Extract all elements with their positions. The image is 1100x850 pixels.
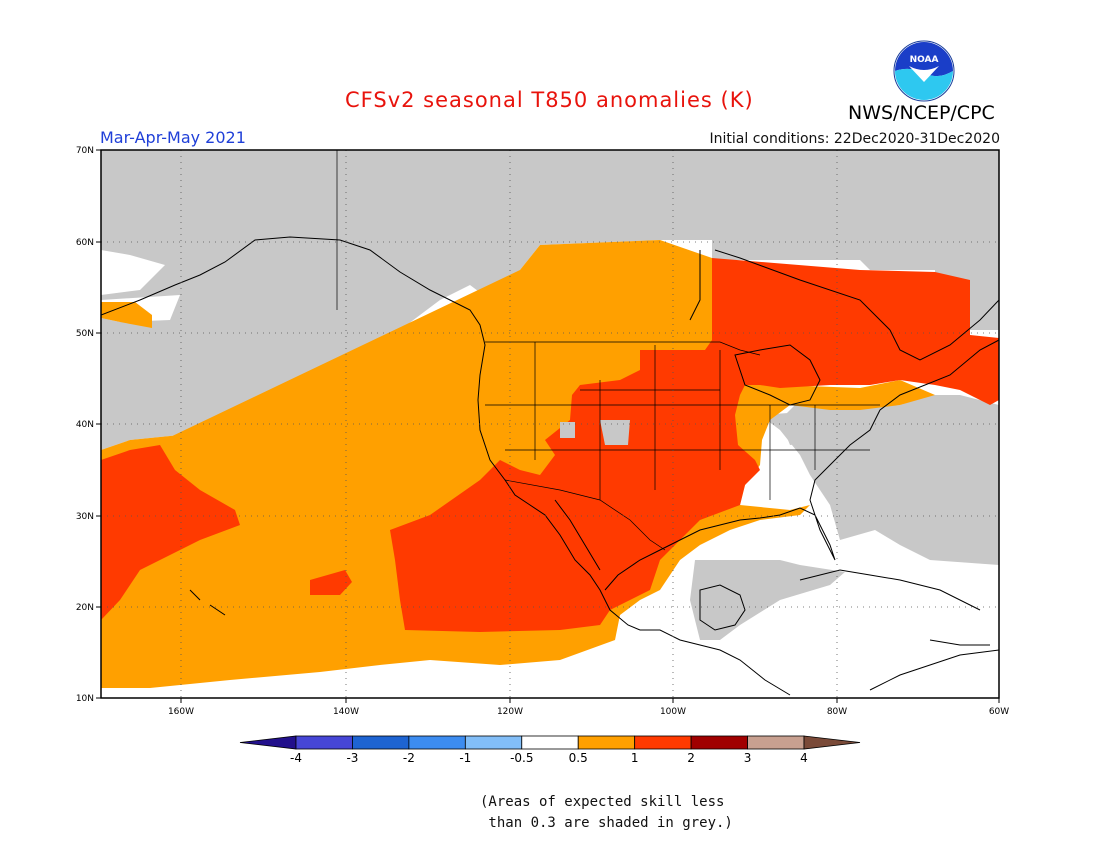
- colorbar-label: -2: [403, 751, 415, 765]
- lat-tick-30n: 30N: [76, 512, 94, 522]
- lat-tick-10n: 10N: [76, 694, 94, 704]
- lon-tick-120w: 120W: [497, 707, 523, 717]
- noaa-logo-icon: NOAA: [893, 40, 955, 102]
- lon-tick-160w: 160W: [168, 707, 194, 717]
- colorbar-label: -4: [290, 751, 302, 765]
- colorbar-swatch: [408, 735, 466, 750]
- noaa-logo-text: NOAA: [910, 55, 939, 65]
- colorbar-label: -1: [459, 751, 471, 765]
- tick-marks: [96, 149, 1000, 703]
- colorbar-swatch: [352, 735, 410, 750]
- lat-tick-50n: 50N: [76, 329, 94, 339]
- boundaries: [336, 150, 880, 551]
- lat-tick-20n: 20N: [76, 603, 94, 613]
- initial-conditions-label: Initial conditions: 22Dec2020-31Dec2020: [709, 131, 1001, 147]
- colorbar-swatch: [464, 735, 523, 750]
- skill-note: (Areas of expected skill less than 0.3 a…: [480, 792, 733, 834]
- lat-tick-60n: 60N: [76, 238, 94, 248]
- skill-note-line2: than 0.3 are shaded in grey.): [480, 815, 733, 831]
- lat-tick-40n: 40N: [76, 420, 94, 430]
- colorbar-label: 3: [744, 751, 752, 765]
- colorbar-label: 0.5: [569, 751, 588, 765]
- colorbar-swatch: [634, 735, 692, 750]
- colorbar-label: -0.5: [510, 751, 533, 765]
- colorbar-swatch: [295, 735, 353, 750]
- colorbar-label: 1: [631, 751, 639, 765]
- graticule: [101, 150, 999, 698]
- skill-note-line1: (Areas of expected skill less: [480, 794, 725, 810]
- colorbar-end-high: [803, 735, 861, 750]
- lat-tick-labels: 70N 60N 50N 40N 30N 20N 10N: [76, 146, 94, 704]
- lon-tick-labels: 160W 140W 120W 100W 80W 60W: [168, 707, 1009, 717]
- colorbar-label: -3: [346, 751, 358, 765]
- colorbar-swatch: [747, 735, 805, 750]
- lon-tick-80w: 80W: [827, 707, 847, 717]
- colorbar-swatch: [521, 735, 579, 750]
- colorbar-label: 2: [687, 751, 695, 765]
- lon-tick-60w: 60W: [989, 707, 1009, 717]
- colorbar-swatch: [577, 735, 636, 750]
- anomaly-0.5-to-1-regions: [101, 240, 935, 688]
- chart-title: CFSv2 seasonal T850 anomalies (K): [345, 88, 754, 112]
- lon-tick-100w: 100W: [660, 707, 686, 717]
- colorbar-label: 4: [800, 751, 808, 765]
- anomaly-1-to-2-regions: [101, 258, 999, 632]
- skill-mask-holes: [560, 420, 630, 445]
- lat-tick-70n: 70N: [76, 146, 94, 156]
- agency-label: NWS/NCEP/CPC: [848, 102, 995, 124]
- colorbar: -4 -3 -2 -1 -0.5 0.5 1 2 3 4: [239, 735, 861, 765]
- colorbar-end-low: [239, 735, 297, 750]
- season-label: Mar-Apr-May 2021: [100, 128, 246, 147]
- coastlines: [101, 236, 999, 696]
- colorbar-swatch: [690, 735, 748, 750]
- lon-tick-140w: 140W: [333, 707, 359, 717]
